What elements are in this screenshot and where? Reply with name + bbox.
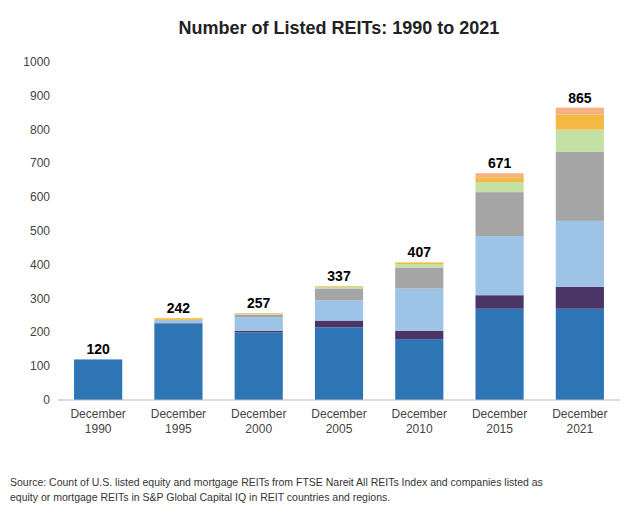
bars	[74, 108, 604, 400]
bar-segment	[74, 359, 122, 400]
x-tick-label: December1990	[70, 407, 125, 436]
bar-segment	[475, 182, 523, 192]
chart: Number of Listed REITs: 1990 to 2021 0 100…	[0, 0, 640, 519]
total-labels: 120 242 257 337 407 671 865	[86, 90, 591, 358]
y-tick-label: 0	[43, 393, 50, 407]
total-label: 671	[488, 155, 512, 171]
bar-segment	[74, 359, 122, 360]
bar-segment	[556, 108, 604, 115]
total-label: 120	[86, 341, 110, 357]
x-tick-label: December1995	[151, 407, 206, 436]
bar-segment	[235, 313, 283, 315]
x-axis: December1990 December1995 December2000 Dece…	[70, 407, 607, 436]
bar-segment	[154, 324, 202, 400]
x-tick-label: December2005	[311, 407, 366, 436]
source-note: Source: Count of U.S. listed equity and …	[10, 476, 543, 503]
bar-segment	[475, 173, 523, 177]
bar-segment	[395, 331, 443, 339]
bar-segment	[395, 288, 443, 330]
y-tick-label: 200	[30, 325, 50, 339]
bar-segment	[315, 286, 363, 287]
bar-segment	[315, 300, 363, 320]
bar-segment	[235, 331, 283, 333]
bar-segment	[395, 339, 443, 400]
bar-segment	[475, 177, 523, 182]
bar-segment	[556, 152, 604, 221]
bar-segment	[235, 332, 283, 400]
bar-segment	[74, 359, 122, 360]
bar-segment	[315, 327, 363, 400]
y-tick-label: 700	[30, 156, 50, 170]
baseline	[58, 400, 620, 401]
bar-segment	[556, 114, 604, 129]
bar-segment	[475, 295, 523, 309]
x-tick-label: December2015	[472, 407, 527, 436]
total-label: 257	[247, 295, 271, 311]
bar-segment	[395, 264, 443, 267]
y-tick-label: 100	[30, 359, 50, 373]
y-tick-label: 1000	[23, 55, 50, 69]
bar-segment	[154, 318, 202, 320]
bar-segment	[556, 221, 604, 287]
x-tick-label: December2010	[392, 407, 447, 436]
bar-segment	[556, 130, 604, 152]
bar-segment	[154, 320, 202, 323]
total-label: 865	[568, 90, 592, 106]
bar-segment	[556, 309, 604, 400]
x-tick-label: December2000	[231, 407, 286, 436]
bar-segment	[74, 359, 122, 360]
y-tick-label: 300	[30, 292, 50, 306]
y-tick-label: 600	[30, 190, 50, 204]
bar-segment	[74, 359, 122, 360]
y-tick-label: 900	[30, 89, 50, 103]
bar-segment	[235, 313, 283, 314]
total-label: 407	[408, 244, 432, 260]
bar-segment	[395, 268, 443, 289]
bar-segment	[235, 314, 283, 317]
y-tick-label: 500	[30, 224, 50, 238]
x-tick-label: December2021	[552, 407, 607, 436]
bar-segment	[315, 286, 363, 288]
bar-segment	[235, 313, 283, 315]
bar-segment	[475, 192, 523, 236]
y-tick-label: 800	[30, 123, 50, 137]
bar-segment	[154, 318, 202, 319]
y-tick-label: 400	[30, 258, 50, 272]
bar-segment	[315, 288, 363, 300]
bar-segment	[74, 359, 122, 360]
title: Number of Listed REITs: 1990 to 2021	[179, 18, 500, 38]
bar-segment	[556, 287, 604, 309]
bar-segment	[315, 287, 363, 289]
bar-segment	[475, 236, 523, 295]
bar-segment	[475, 309, 523, 400]
bar-segment	[395, 262, 443, 264]
total-label: 337	[327, 268, 351, 284]
y-axis: 0 100 200 300 400 500 600 700 800 900 1000	[23, 55, 50, 407]
bar-segment	[74, 359, 122, 360]
bar-segment	[315, 321, 363, 328]
bar-segment	[395, 262, 443, 263]
total-label: 242	[167, 300, 191, 316]
bar-segment	[235, 317, 283, 331]
